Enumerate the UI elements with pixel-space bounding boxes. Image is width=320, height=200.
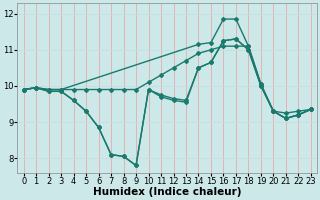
X-axis label: Humidex (Indice chaleur): Humidex (Indice chaleur) — [93, 187, 242, 197]
